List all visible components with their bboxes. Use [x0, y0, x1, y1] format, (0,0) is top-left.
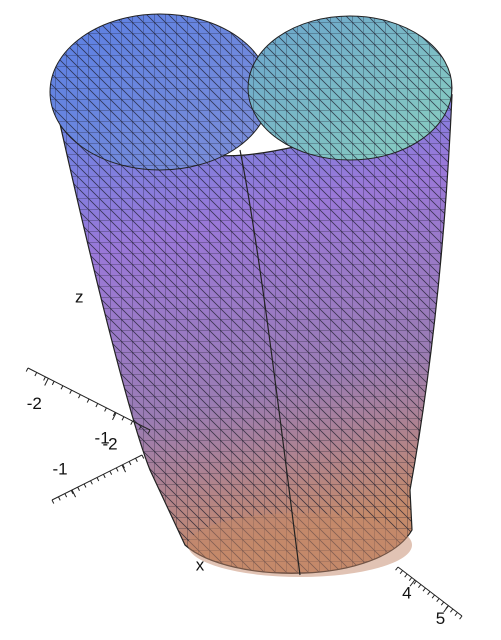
- minor-tick: [455, 613, 457, 616]
- minor-tick: [437, 599, 439, 602]
- minor-tick: [52, 500, 54, 504]
- z-axis-label: z: [75, 287, 84, 306]
- minor-tick: [105, 408, 107, 412]
- minor-tick: [142, 455, 144, 459]
- minor-tick: [450, 609, 452, 612]
- minor-tick: [423, 588, 425, 591]
- minor-tick: [70, 390, 72, 394]
- minor-tick: [409, 578, 411, 581]
- minor-tick: [97, 478, 99, 482]
- minor-tick: [116, 468, 118, 472]
- tick-label: 4: [402, 583, 411, 602]
- minor-tick: [84, 484, 86, 488]
- minor-tick: [396, 567, 398, 570]
- minor-tick: [418, 585, 420, 588]
- minor-tick: [428, 592, 430, 595]
- minor-tick: [44, 377, 46, 381]
- minor-tick: [136, 458, 138, 462]
- minor-tick: [103, 474, 105, 478]
- tick-label: 5: [436, 609, 445, 628]
- tick-label: -1: [52, 459, 67, 478]
- minor-tick: [432, 595, 434, 598]
- minor-tick: [58, 497, 60, 501]
- tick-label: -2: [27, 394, 42, 413]
- minor-tick: [400, 571, 402, 574]
- tick-mark: [45, 378, 49, 385]
- surface: [50, 14, 452, 577]
- minor-tick: [78, 395, 80, 399]
- minor-tick: [441, 602, 443, 605]
- x-axis-label: x: [196, 555, 205, 574]
- minor-tick: [131, 421, 133, 425]
- minor-tick: [110, 471, 112, 475]
- minor-tick: [78, 487, 80, 491]
- minor-tick: [26, 368, 28, 372]
- minor-tick: [61, 386, 63, 390]
- minor-tick: [35, 372, 37, 376]
- minor-tick: [460, 616, 462, 619]
- chart: z -2-1-1-245x: [0, 0, 501, 635]
- minor-tick: [91, 481, 93, 485]
- minor-tick: [122, 417, 124, 421]
- minor-tick: [96, 403, 98, 407]
- minor-tick: [52, 381, 54, 385]
- minor-tick: [65, 494, 67, 498]
- minor-tick: [405, 574, 407, 577]
- minor-tick: [129, 461, 131, 465]
- tick-label: -2: [102, 434, 117, 453]
- minor-tick: [87, 399, 89, 403]
